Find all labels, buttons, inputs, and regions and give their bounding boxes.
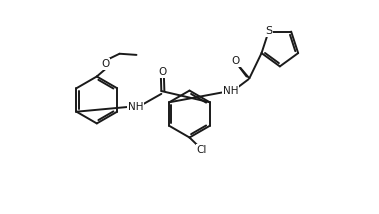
- Text: O: O: [158, 67, 166, 77]
- Text: O: O: [101, 59, 109, 69]
- Text: S: S: [265, 26, 272, 36]
- Text: Cl: Cl: [197, 145, 207, 155]
- Text: NH: NH: [222, 86, 238, 96]
- Text: NH: NH: [128, 103, 143, 113]
- Text: O: O: [232, 56, 240, 66]
